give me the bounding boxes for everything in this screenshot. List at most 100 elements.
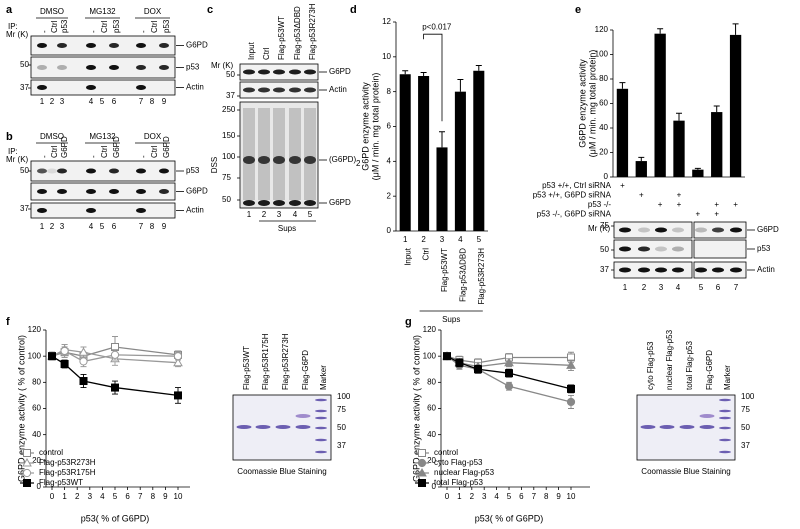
band xyxy=(136,168,146,174)
band xyxy=(730,227,742,233)
error-bar xyxy=(694,167,701,170)
x-tick-label: 10 xyxy=(174,492,183,501)
ip-lane-label: Ctrl xyxy=(100,20,109,33)
band xyxy=(638,246,650,252)
y-tick-label: 8 xyxy=(387,87,392,96)
mr-label: Mr (K) xyxy=(6,155,29,164)
condition-label: p53 -/-, G6PD siRNA xyxy=(537,210,612,219)
marker-label: 37 xyxy=(20,83,29,92)
marker-label: 37 xyxy=(337,441,346,450)
lane-number: 2 xyxy=(642,283,647,292)
legend-label: cyto Flag-p53 xyxy=(434,458,483,467)
gel-caption: Coomassie Blue Staining xyxy=(237,467,326,476)
lane-number: 4 xyxy=(89,222,94,231)
group-label: Sups xyxy=(442,315,460,324)
error-bar xyxy=(439,131,445,148)
y-tick-label: 12 xyxy=(382,17,391,26)
legend-marker xyxy=(417,467,427,477)
lane-number: 1 xyxy=(247,210,252,219)
band xyxy=(136,189,146,194)
marker-label: 75 xyxy=(222,173,231,182)
band xyxy=(109,189,119,194)
x-tick-label: 2 xyxy=(470,492,475,501)
band xyxy=(275,425,291,429)
band xyxy=(315,416,327,420)
smear xyxy=(289,108,301,200)
band xyxy=(672,246,684,252)
smear xyxy=(304,108,316,200)
band-label-sub: 2 xyxy=(356,159,361,168)
blot-panel xyxy=(613,221,693,239)
error-bar xyxy=(732,23,739,35)
point xyxy=(79,377,88,386)
lane-number: 1 xyxy=(40,222,45,231)
y-tick-label: 80 xyxy=(599,74,608,83)
legend-label: control xyxy=(434,448,458,457)
y-tick-label: 4 xyxy=(387,156,392,165)
point xyxy=(173,352,183,361)
ip-lane-label: - xyxy=(139,155,148,158)
point xyxy=(566,360,576,369)
smear xyxy=(243,108,255,200)
panel-letter: g xyxy=(405,316,412,328)
blot-panel xyxy=(30,182,176,201)
condition-label: p53 +/+, G6PD siRNA xyxy=(533,191,612,200)
band xyxy=(37,85,47,90)
band-label: G6PD xyxy=(186,187,208,196)
marker-label: 50 xyxy=(741,423,750,432)
condition-mark: + xyxy=(696,210,701,219)
y-tick-label: 6 xyxy=(387,122,392,131)
lane-number: 1 xyxy=(40,97,45,106)
panel-letter: d xyxy=(350,4,357,16)
legend-label: Flag-p53R175H xyxy=(39,468,96,477)
band xyxy=(659,425,675,429)
band xyxy=(109,168,119,174)
condition-mark: + xyxy=(733,200,738,209)
lane-number: 9 xyxy=(162,222,167,231)
smear xyxy=(258,108,270,200)
lane-number: 4 xyxy=(458,235,463,244)
y-tick-label: 100 xyxy=(595,50,609,59)
x-tick-label: 6 xyxy=(519,492,524,501)
band xyxy=(289,200,301,206)
band-label: p53 xyxy=(186,166,200,175)
legend-marker xyxy=(23,479,31,487)
bar xyxy=(436,147,448,231)
ip-lane-label: - xyxy=(89,30,98,33)
lane-header: Flag-p53R273H xyxy=(308,3,317,60)
band xyxy=(699,425,715,429)
legend-label: nuclear Flag-p53 xyxy=(434,468,495,477)
condition-mark: + xyxy=(639,191,644,200)
ip-lane-label: Ctrl xyxy=(150,145,159,158)
bar xyxy=(692,169,704,177)
x-tick-label: 7 xyxy=(532,492,537,501)
mr-label: Mr (K) xyxy=(6,30,29,39)
band xyxy=(136,65,146,70)
band xyxy=(243,69,255,75)
band xyxy=(86,189,96,194)
y-tick-label: 0 xyxy=(432,482,437,491)
band xyxy=(619,246,631,252)
condition-mark: + xyxy=(677,191,682,200)
lane-number: 6 xyxy=(112,97,117,106)
x-axis-label: p53( % of G6PD) xyxy=(475,513,544,523)
point xyxy=(111,383,119,392)
band xyxy=(37,208,47,213)
lane-number: 2 xyxy=(262,210,267,219)
x-tick-label: 5 xyxy=(507,492,512,501)
point xyxy=(78,347,89,356)
error-bar xyxy=(657,28,664,34)
band xyxy=(37,65,47,70)
lane-number: 1 xyxy=(623,283,628,292)
x-tick-label: 8 xyxy=(151,492,156,501)
lane-header: Input xyxy=(247,41,256,60)
error-bar xyxy=(402,70,409,75)
bar xyxy=(418,75,430,231)
band xyxy=(255,425,271,429)
ip-lane-label: G6PD xyxy=(162,136,171,158)
band xyxy=(159,43,169,48)
band xyxy=(719,416,731,420)
y-tick-label: 20 xyxy=(599,148,608,157)
legend-marker xyxy=(418,479,426,487)
band xyxy=(315,409,327,413)
